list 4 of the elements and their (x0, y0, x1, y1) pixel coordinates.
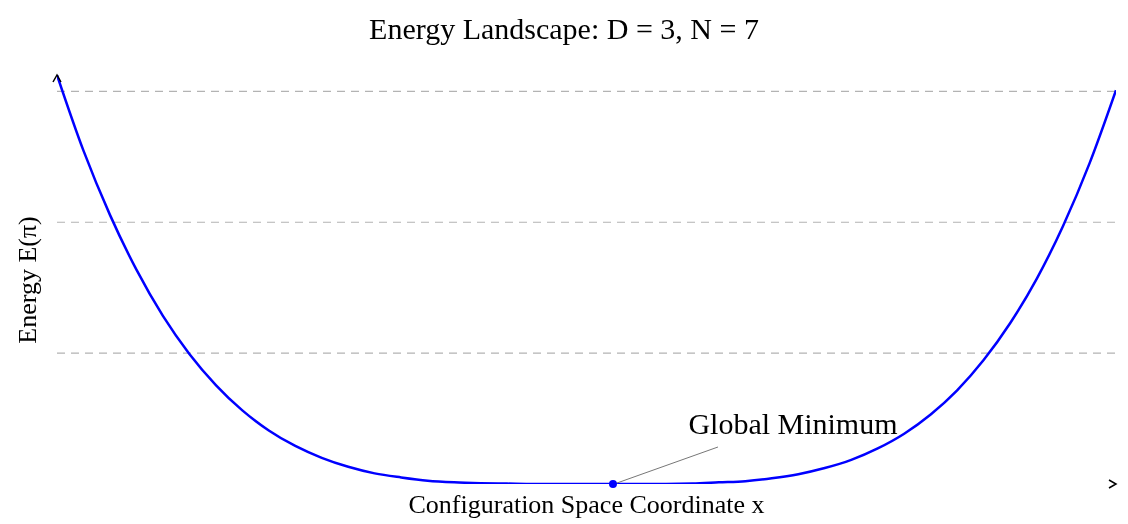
y-axis-title: Energy E(π) (13, 215, 43, 344)
annotation: Global Minimum (688, 407, 898, 440)
chart-title: Energy Landscape: D = 3, N = 7 (368, 12, 760, 46)
x-axis-title: Configuration Space Coordinate x (407, 490, 766, 520)
